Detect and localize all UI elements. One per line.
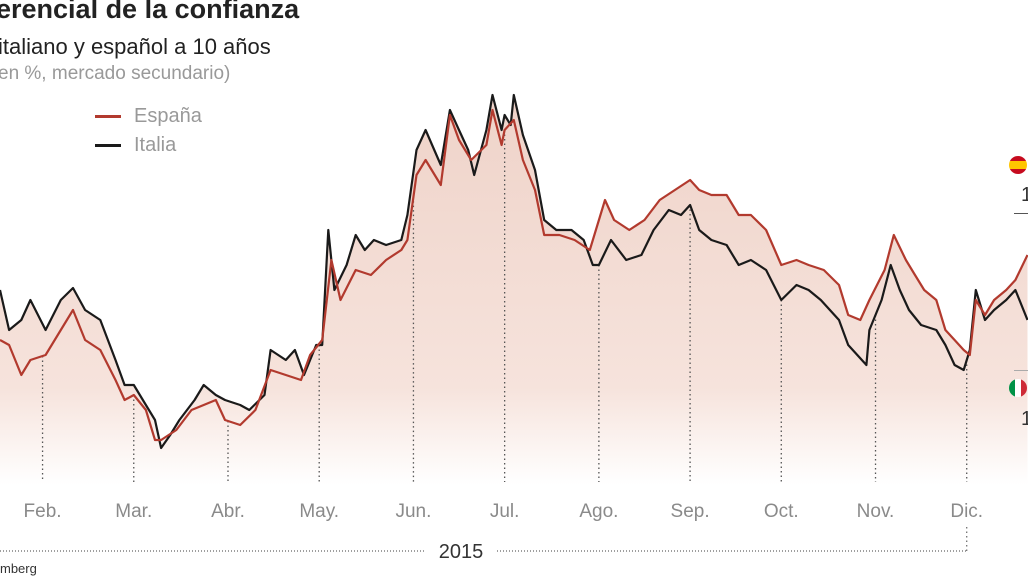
legend-label-espana: España [134,105,202,127]
x-tick-label: Mar. [115,501,152,522]
italy-end-divider [1014,370,1028,371]
x-tick-label: Abr. [211,501,245,522]
spain-end-divider [1014,213,1028,214]
spain-flag-icon [1009,156,1027,174]
x-tick-label: Oct. [764,501,799,522]
x-tick-label: Ago. [579,501,618,522]
legend-item-italia: Italia [95,134,176,157]
x-tick-label: May. [299,501,339,522]
x-tick-label: Sep. [671,501,710,522]
x-tick-label: Dic. [950,501,983,522]
legend-item-espana: España [95,105,202,128]
series-line-espana [0,108,1028,442]
italy-flag-icon [1009,379,1027,397]
series-line-italia [0,93,1028,450]
x-tick-label: Jun. [395,501,431,522]
x-tick-label: Nov. [857,501,895,522]
chart-title: erencial de la confianza [0,0,300,24]
x-tick-label: Jul. [490,501,520,522]
chart-units-note: en %, mercado secundario) [0,63,231,84]
area-fill [0,95,1028,485]
x-tick-label: Feb. [24,501,62,522]
legend-swatch-espana [95,115,121,118]
legend-swatch-italia [95,144,121,147]
italy-end-value: 1 [1021,408,1028,430]
source-note: mberg [0,561,37,576]
year-label: 2015 [439,541,484,563]
chart-subtitle: italiano y español a 10 años [0,34,271,59]
legend-label-italia: Italia [134,134,177,156]
spain-end-value: 1 [1021,184,1028,206]
